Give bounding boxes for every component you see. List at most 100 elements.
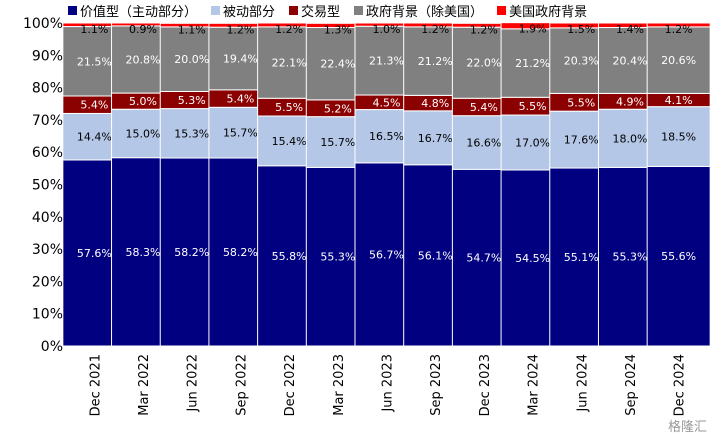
data-label: 1.2% <box>275 23 303 36</box>
x-tick-label: Jun 2022 <box>186 354 201 413</box>
data-label: 4.1% <box>665 94 693 107</box>
legend-swatch-4 <box>497 5 507 15</box>
data-label: 16.7% <box>418 132 453 145</box>
x-tick-label: Mar 2023 <box>332 354 347 416</box>
data-label: 4.8% <box>421 97 449 110</box>
legend-label-3: 政府背景（除美国） <box>366 4 484 20</box>
y-tick-label: 90% <box>32 48 63 64</box>
data-label: 1.1% <box>80 23 108 36</box>
x-tick-label: Dec 2024 <box>673 354 688 416</box>
data-label: 5.3% <box>178 94 206 107</box>
data-label: 20.4% <box>612 54 647 67</box>
data-label: 17.6% <box>564 134 599 147</box>
data-label: 5.4% <box>80 99 108 112</box>
data-label: 1.2% <box>421 23 449 36</box>
legend-label-4: 美国政府背景 <box>509 4 588 20</box>
data-label: 55.8% <box>272 250 307 263</box>
legend-swatch-0 <box>68 5 77 15</box>
legend-label-0: 价值型（主动部分） <box>80 4 198 20</box>
data-label: 58.2% <box>223 246 258 259</box>
data-label: 5.2% <box>324 102 352 115</box>
data-label: 5.5% <box>567 96 595 109</box>
legend-item-0: 价值型（主动部分） <box>68 1 197 20</box>
y-tick-label: 30% <box>32 242 63 258</box>
legend-item-2: 交易型 <box>289 1 340 20</box>
x-tick-label: Sep 2022 <box>234 354 249 416</box>
data-label: 22.1% <box>272 57 307 70</box>
data-label: 1.9% <box>519 23 547 36</box>
data-label: 21.2% <box>515 57 550 70</box>
legend-swatch-3 <box>354 5 364 15</box>
x-tick-label: Dec 2021 <box>88 354 103 416</box>
data-label: 17.0% <box>515 137 550 150</box>
bar-segment <box>646 106 711 167</box>
data-label: 55.3% <box>320 251 355 264</box>
data-label: 1.0% <box>373 23 401 36</box>
data-label: 1.4% <box>616 23 644 36</box>
y-tick-label: 10% <box>32 307 63 323</box>
data-label: 4.9% <box>616 95 644 108</box>
data-label: 5.5% <box>519 100 547 113</box>
data-label: 54.7% <box>466 252 501 265</box>
y-tick-label: 50% <box>32 178 63 194</box>
data-label: 57.6% <box>77 247 112 260</box>
data-label: 15.7% <box>223 127 258 140</box>
data-label: 58.3% <box>126 246 161 259</box>
data-label: 55.6% <box>661 250 696 263</box>
x-tick-label: Jun 2023 <box>381 354 396 413</box>
data-label: 16.5% <box>369 130 404 143</box>
data-label: 15.0% <box>126 127 161 140</box>
data-label: 5.4% <box>470 101 498 114</box>
x-tick-label: Sep 2023 <box>429 354 444 416</box>
legend-swatch-1 <box>211 5 221 15</box>
y-tick-label: 40% <box>32 210 63 226</box>
bar-segment <box>646 26 711 94</box>
data-label: 0.9% <box>129 23 157 36</box>
data-label: 15.3% <box>174 127 209 140</box>
legend-label-2: 交易型 <box>301 4 341 20</box>
x-tick-label: Sep 2024 <box>624 354 639 416</box>
data-label: 20.8% <box>126 53 161 66</box>
data-label: 1.2% <box>470 23 498 36</box>
data-label: 56.1% <box>418 249 453 262</box>
data-label: 20.3% <box>564 55 599 68</box>
data-label: 18.0% <box>612 132 647 145</box>
data-label: 1.3% <box>324 23 352 36</box>
data-label: 54.5% <box>515 252 550 265</box>
x-tick-label: Mar 2022 <box>137 354 152 416</box>
y-tick-label: 70% <box>32 113 63 129</box>
legend-swatch-2 <box>289 5 299 15</box>
data-label: 22.4% <box>320 58 355 71</box>
data-label: 21.2% <box>418 55 453 68</box>
data-label: 55.3% <box>612 251 647 264</box>
data-label: 56.7% <box>369 248 404 261</box>
data-label: 21.5% <box>77 55 112 68</box>
legend-item-4: 美国政府背景 <box>497 1 587 20</box>
legend-item-1: 被动部分 <box>211 1 275 20</box>
bar-segment <box>646 165 711 347</box>
x-tick-label: Dec 2023 <box>478 354 493 416</box>
data-label: 14.4% <box>77 131 112 144</box>
data-label: 20.6% <box>661 54 696 67</box>
data-label: 16.6% <box>466 137 501 150</box>
legend-label-1: 被动部分 <box>223 4 276 20</box>
data-label: 5.5% <box>275 101 303 114</box>
data-label: 1.1% <box>178 23 206 36</box>
bar-segment <box>646 22 711 28</box>
y-tick-label: 0% <box>41 339 63 355</box>
x-tick-label: Mar 2024 <box>527 354 542 416</box>
y-tick-label: 20% <box>32 274 63 290</box>
data-label: 1.5% <box>567 23 595 36</box>
x-tick-label: Dec 2022 <box>283 354 298 416</box>
data-label: 20.0% <box>174 53 209 66</box>
y-tick-label: 100% <box>23 16 63 32</box>
data-label: 1.2% <box>665 23 693 36</box>
y-tick-label: 80% <box>32 81 63 97</box>
data-label: 58.2% <box>174 246 209 259</box>
data-label: 5.0% <box>129 95 157 108</box>
data-label: 22.0% <box>466 57 501 70</box>
y-tick-label: 60% <box>32 145 63 161</box>
legend: 价值型（主动部分） 被动部分 交易型 政府背景（除美国） 美国政府背景 <box>68 1 708 20</box>
data-label: 15.7% <box>320 136 355 149</box>
